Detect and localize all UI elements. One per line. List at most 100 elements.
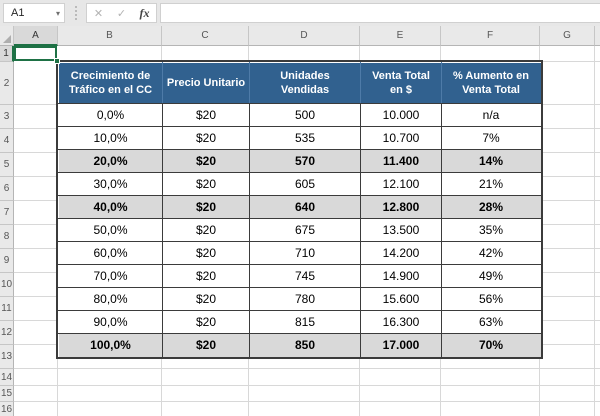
row-header-11[interactable]: 11 (0, 297, 14, 321)
table-cell[interactable]: 10.700 (360, 126, 442, 150)
table-cell[interactable]: 535 (249, 126, 361, 150)
table-cell[interactable]: 7% (441, 126, 541, 150)
row-header-16[interactable]: 16 (0, 402, 14, 416)
table-cell[interactable]: 80,0% (58, 287, 163, 311)
column-header-G[interactable]: G (540, 26, 595, 46)
table-cell[interactable]: 640 (249, 195, 361, 219)
name-box[interactable]: A1 ▾ (3, 3, 65, 23)
cell-F14[interactable] (441, 369, 540, 386)
table-cell[interactable]: $20 (162, 103, 250, 127)
cell-C16[interactable] (162, 402, 249, 416)
cell-G13[interactable] (540, 345, 595, 369)
cell-G6[interactable] (540, 177, 595, 201)
table-header-cell[interactable]: Venta Total en $ (360, 62, 442, 104)
name-box-dropdown-icon[interactable]: ▾ (55, 8, 60, 18)
cell-H9[interactable] (595, 249, 600, 273)
table-cell[interactable]: $20 (162, 172, 250, 196)
column-header-D[interactable]: D (249, 26, 360, 46)
formula-bar-input[interactable] (160, 3, 600, 23)
cell-G15[interactable] (540, 386, 595, 402)
table-cell[interactable]: $20 (162, 241, 250, 265)
cell-E15[interactable] (360, 386, 441, 402)
table-cell[interactable]: $20 (162, 126, 250, 150)
table-cell[interactable]: 12.800 (360, 195, 442, 219)
row-header-8[interactable]: 8 (0, 225, 14, 249)
table-cell[interactable]: $20 (162, 195, 250, 219)
cell-G16[interactable] (540, 402, 595, 416)
column-header-E[interactable]: E (360, 26, 441, 46)
cell-H12[interactable] (595, 321, 600, 345)
cell-G9[interactable] (540, 249, 595, 273)
table-cell[interactable]: 28% (441, 195, 541, 219)
table-cell[interactable]: 63% (441, 310, 541, 334)
table-cell[interactable]: 745 (249, 264, 361, 288)
cell-B16[interactable] (58, 402, 162, 416)
cell-H16[interactable] (595, 402, 600, 416)
table-cell[interactable]: 90,0% (58, 310, 163, 334)
cell-C14[interactable] (162, 369, 249, 386)
table-cell[interactable]: 14% (441, 149, 541, 173)
cell-H7[interactable] (595, 201, 600, 225)
cell-A12[interactable] (14, 321, 58, 345)
table-cell[interactable]: $20 (162, 333, 250, 357)
cell-B14[interactable] (58, 369, 162, 386)
column-header-A[interactable]: A (14, 26, 58, 46)
cell-C15[interactable] (162, 386, 249, 402)
cell-G14[interactable] (540, 369, 595, 386)
cell-A15[interactable] (14, 386, 58, 402)
table-cell[interactable]: 570 (249, 149, 361, 173)
table-cell[interactable]: 70% (441, 333, 541, 357)
cell-B15[interactable] (58, 386, 162, 402)
table-cell[interactable]: 850 (249, 333, 361, 357)
cell-D16[interactable] (249, 402, 360, 416)
table-cell[interactable]: $20 (162, 218, 250, 242)
insert-function-icon[interactable]: fx (139, 5, 150, 20)
cell-A14[interactable] (14, 369, 58, 386)
table-cell[interactable]: 20,0% (58, 149, 163, 173)
row-header-14[interactable]: 14 (0, 369, 14, 386)
row-header-6[interactable]: 6 (0, 177, 14, 201)
table-cell[interactable]: 42% (441, 241, 541, 265)
table-header-cell[interactable]: % Aumento en Venta Total (441, 62, 541, 104)
cell-G8[interactable] (540, 225, 595, 249)
table-cell[interactable]: 21% (441, 172, 541, 196)
cell-A3[interactable] (14, 105, 58, 129)
cell-A8[interactable] (14, 225, 58, 249)
cell-G7[interactable] (540, 201, 595, 225)
table-cell[interactable]: $20 (162, 149, 250, 173)
row-header-1[interactable]: 1 (0, 46, 14, 62)
cell-A6[interactable] (14, 177, 58, 201)
cell-A11[interactable] (14, 297, 58, 321)
table-cell[interactable]: 12.100 (360, 172, 442, 196)
table-cell[interactable]: 35% (441, 218, 541, 242)
cell-H14[interactable] (595, 369, 600, 386)
row-header-3[interactable]: 3 (0, 105, 14, 129)
table-cell[interactable]: 605 (249, 172, 361, 196)
cell-D14[interactable] (249, 369, 360, 386)
table-cell[interactable]: 70,0% (58, 264, 163, 288)
table-cell[interactable]: 11.400 (360, 149, 442, 173)
table-cell[interactable]: 15.600 (360, 287, 442, 311)
column-header-B[interactable]: B (58, 26, 162, 46)
cell-H6[interactable] (595, 177, 600, 201)
cell-H15[interactable] (595, 386, 600, 402)
table-cell[interactable]: 100,0% (58, 333, 163, 357)
enter-icon[interactable]: ✓ (116, 7, 127, 20)
table-cell[interactable]: 0,0% (58, 103, 163, 127)
cell-G5[interactable] (540, 153, 595, 177)
cell-H10[interactable] (595, 273, 600, 297)
row-header-7[interactable]: 7 (0, 201, 14, 225)
table-cell[interactable]: $20 (162, 287, 250, 311)
table-cell[interactable]: 10.000 (360, 103, 442, 127)
cell-H3[interactable] (595, 105, 600, 129)
row-header-9[interactable]: 9 (0, 249, 14, 273)
column-header-sliver[interactable] (595, 26, 600, 46)
cell-A13[interactable] (14, 345, 58, 369)
row-header-2[interactable]: 2 (0, 62, 14, 105)
table-cell[interactable]: 14.200 (360, 241, 442, 265)
table-cell[interactable]: 815 (249, 310, 361, 334)
table-cell[interactable]: $20 (162, 264, 250, 288)
fill-handle[interactable] (54, 58, 60, 64)
cell-A5[interactable] (14, 153, 58, 177)
cell-H2[interactable] (595, 62, 600, 105)
